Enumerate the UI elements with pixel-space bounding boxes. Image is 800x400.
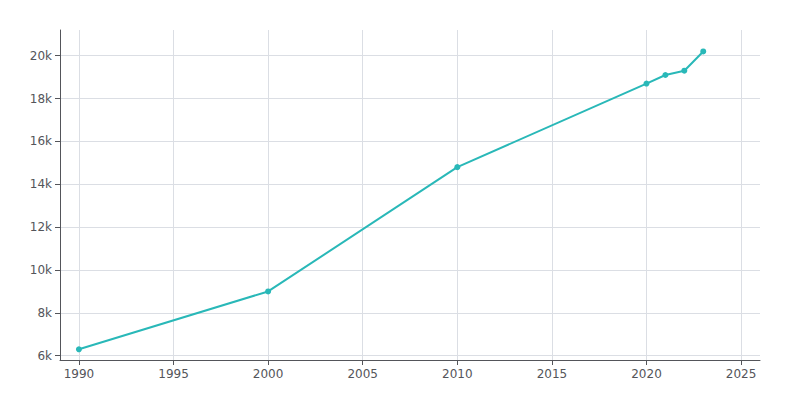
svg-text:2010: 2010 (442, 367, 473, 381)
svg-text:2025: 2025 (726, 367, 757, 381)
svg-text:2015: 2015 (537, 367, 568, 381)
svg-text:2000: 2000 (253, 367, 284, 381)
svg-text:2005: 2005 (347, 367, 378, 381)
svg-text:1990: 1990 (64, 367, 95, 381)
svg-text:16k: 16k (30, 134, 52, 148)
svg-text:8k: 8k (37, 306, 52, 320)
svg-text:10k: 10k (30, 263, 52, 277)
svg-text:20k: 20k (30, 49, 52, 63)
svg-text:6k: 6k (37, 349, 52, 363)
svg-text:18k: 18k (30, 92, 52, 106)
svg-text:12k: 12k (30, 220, 52, 234)
svg-text:2020: 2020 (631, 367, 662, 381)
svg-text:14k: 14k (30, 177, 52, 191)
svg-text:1995: 1995 (158, 367, 189, 381)
